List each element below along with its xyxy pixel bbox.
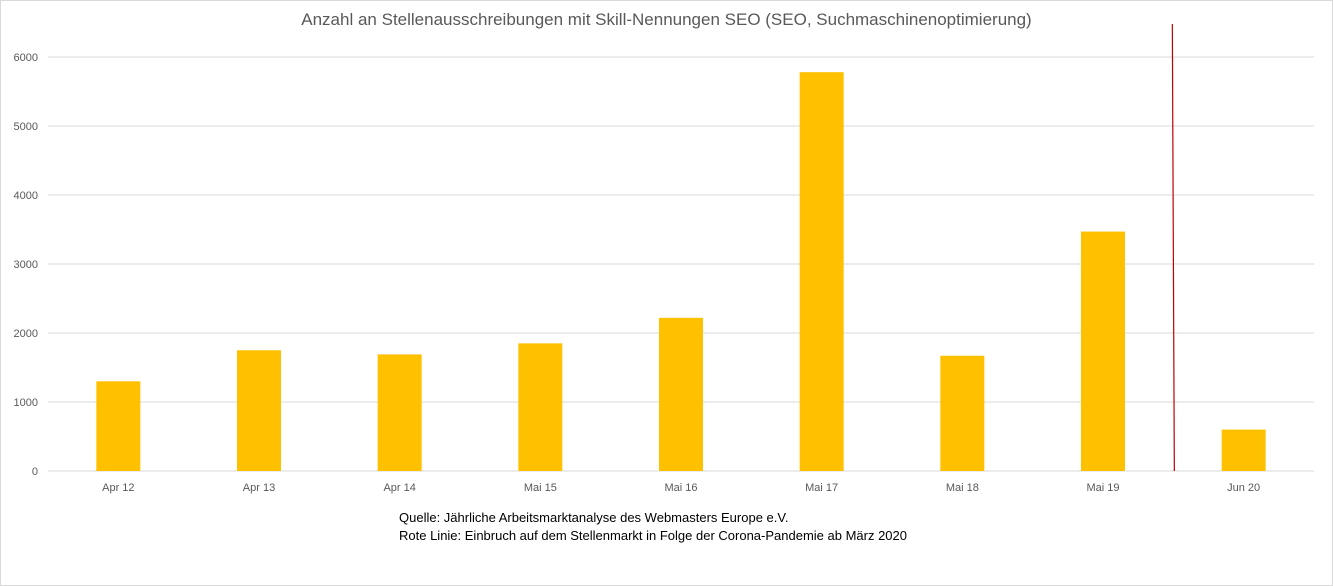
x-tick-label: Jun 20 (1227, 482, 1260, 494)
marker-line-layer (1171, 23, 1175, 472)
bar-mai-16 (659, 317, 703, 471)
x-tick-label: Apr 12 (102, 482, 134, 494)
y-tick-label: 2000 (14, 328, 38, 340)
bar-jun-20 (1221, 429, 1266, 471)
bars (96, 72, 1266, 472)
x-tick-label: Mai 19 (1086, 482, 1119, 494)
chart-title: Anzahl an Stellenausschreibungen mit Ski… (301, 10, 1032, 29)
y-tick-label: 6000 (14, 52, 38, 64)
x-tick-label: Apr 13 (243, 482, 275, 494)
y-tick-label: 3000 (14, 259, 38, 271)
x-tick-label: Apr 14 (383, 482, 415, 494)
source-note: Quelle: Jährliche Arbeitsmarktanalyse de… (399, 510, 789, 525)
y-tick-label: 1000 (14, 397, 38, 409)
y-tick-label: 5000 (14, 121, 38, 133)
bar-apr-14 (377, 354, 422, 471)
bar-mai-15 (518, 343, 563, 471)
x-tick-label: Mai 15 (524, 482, 557, 494)
y-tick-label: 0 (32, 466, 38, 478)
y-axis-ticks: 0 1000 2000 3000 4000 5000 6000 (14, 52, 38, 478)
bar-mai-17 (799, 72, 844, 472)
bar-apr-13 (237, 350, 281, 471)
x-axis-ticks: Apr 12 Apr 13 Apr 14 Mai 15 Mai 16 Mai 17 Mai … (102, 482, 1260, 494)
x-tick-label: Mai 17 (805, 482, 838, 494)
bar-mai-18 (940, 355, 985, 471)
bar-mai-19 (1081, 231, 1125, 471)
red-marker-line (1171, 23, 1175, 472)
red-line-note: Rote Linie: Einbruch auf dem Stellenmark… (399, 528, 907, 543)
x-tick-label: Mai 16 (664, 482, 697, 494)
y-tick-label: 4000 (14, 190, 38, 202)
chart-notes: Quelle: Jährliche Arbeitsmarktanalyse de… (399, 509, 907, 545)
bar-apr-12 (96, 381, 141, 471)
x-tick-label: Mai 18 (946, 482, 979, 494)
